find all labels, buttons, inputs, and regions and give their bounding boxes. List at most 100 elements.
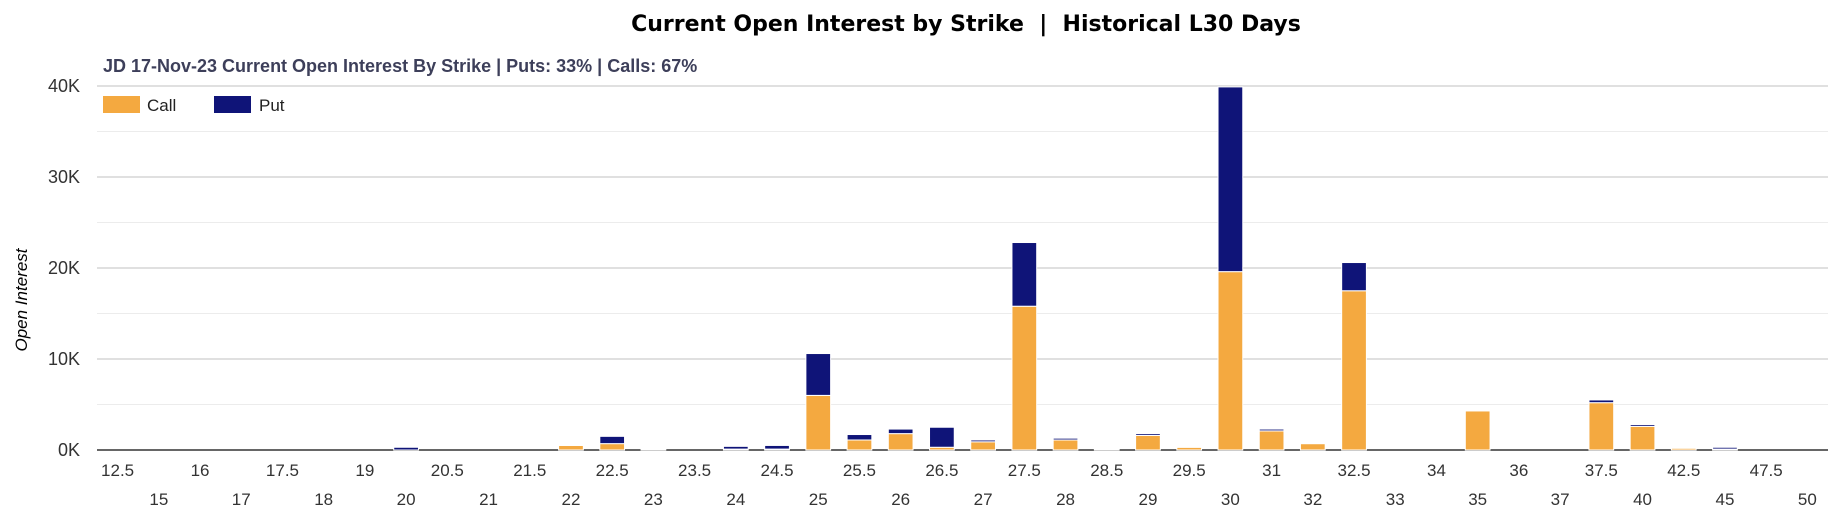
bar-call: [1217, 271, 1244, 451]
bar-put: [1258, 428, 1285, 432]
legend: Call Put: [103, 96, 285, 115]
y-tick-label: 0K: [58, 440, 80, 460]
x-tick-label: 40: [1633, 490, 1652, 509]
x-tick-label: 24: [726, 490, 745, 509]
bar-put: [640, 447, 667, 450]
legend-swatch-call: [103, 96, 140, 113]
x-tick-label: 25: [809, 490, 828, 509]
bar-call: [846, 439, 873, 451]
x-tick-label: 37.5: [1585, 461, 1618, 480]
x-tick-label: 29: [1139, 490, 1158, 509]
bar-put: [722, 445, 749, 450]
x-tick-label: 20: [397, 490, 416, 509]
bar-put: [1341, 262, 1367, 292]
x-tick-label: 16: [191, 461, 210, 480]
x-tick-label: 20.5: [431, 461, 464, 480]
x-tick-label: 17.5: [266, 461, 299, 480]
legend-label-put: Put: [259, 96, 285, 115]
x-tick-label: 17: [232, 490, 251, 509]
x-tick-label: 15: [149, 490, 168, 509]
x-tick-label: 22: [562, 490, 581, 509]
legend-label-call: Call: [147, 96, 176, 115]
x-tick-label: 21.5: [513, 461, 546, 480]
bar-put: [1588, 399, 1615, 404]
x-tick-label: 27: [974, 490, 993, 509]
x-tick-label: 22.5: [596, 461, 629, 480]
bar-put: [805, 353, 832, 396]
bar-put: [1176, 445, 1203, 448]
y-tick-label: 40K: [48, 76, 80, 96]
bar-call: [1052, 439, 1079, 451]
chart-subtitle: JD 17-Nov-23 Current Open Interest By St…: [103, 56, 697, 76]
bar-put: [1464, 409, 1491, 412]
x-tick-label: 29.5: [1173, 461, 1206, 480]
y-axis-ticks: 0K 10K 20K 30K 40K: [48, 76, 80, 460]
bar-put: [1052, 437, 1079, 441]
x-tick-label: 35: [1468, 490, 1487, 509]
bar-call: [1299, 443, 1326, 451]
x-tick-label: 27.5: [1008, 461, 1041, 480]
y-tick-label: 30K: [48, 167, 80, 187]
bar-call: [599, 443, 626, 451]
x-tick-label: 32: [1303, 490, 1322, 509]
bar-put: [970, 439, 996, 443]
bar-put: [764, 444, 790, 450]
x-tick-label: 34: [1427, 461, 1446, 480]
bar-call: [558, 444, 584, 451]
x-tick-label: 31: [1262, 461, 1281, 480]
bar-put: [1093, 447, 1120, 450]
x-tick-label: 23: [644, 490, 663, 509]
x-tick-label: 21: [479, 490, 498, 509]
bars: [393, 86, 1738, 451]
x-tick-label: 42.5: [1667, 461, 1700, 480]
chart-title: Current Open Interest by Strike | Histor…: [631, 12, 1301, 37]
grid-lines: [97, 85, 1828, 451]
x-tick-label: 23.5: [678, 461, 711, 480]
y-axis-label: Open Interest: [12, 247, 31, 351]
bar-put: [1299, 442, 1326, 445]
x-tick-label: 26: [891, 490, 910, 509]
x-tick-label: 12.5: [101, 461, 134, 480]
y-tick-label: 20K: [48, 258, 80, 278]
x-tick-label: 24.5: [760, 461, 793, 480]
x-tick-label: 25.5: [843, 461, 876, 480]
bar-put: [846, 434, 873, 441]
bar-put: [929, 426, 955, 448]
x-tick-label: 28: [1056, 490, 1075, 509]
bar-call: [1464, 410, 1491, 451]
bar-call: [1135, 434, 1161, 451]
bar-put: [1670, 446, 1697, 449]
x-tick-label: 47.5: [1750, 461, 1783, 480]
bar-call: [805, 394, 832, 451]
x-tick-label: 50: [1798, 490, 1817, 509]
bar-call: [1629, 425, 1656, 451]
x-tick-label: 18: [314, 490, 333, 509]
x-tick-label: 33: [1386, 490, 1405, 509]
bar-call: [1258, 430, 1285, 451]
bar-put: [1712, 446, 1738, 450]
bar-call: [887, 433, 914, 451]
bar-put: [1135, 433, 1161, 436]
x-tick-label: 36: [1509, 461, 1528, 480]
bar-call: [1011, 305, 1038, 451]
y-tick-label: 10K: [48, 349, 80, 369]
x-tick-label: 30: [1221, 490, 1240, 509]
bar-call: [1588, 402, 1615, 451]
bar-put: [1011, 242, 1038, 307]
x-axis-ticks: 12.5 15 16 17 17.5 18 19 20 20.5 21 21.5 22 22.5 23 23…: [101, 461, 1817, 509]
x-tick-label: 19: [355, 461, 374, 480]
legend-swatch-put: [214, 96, 251, 113]
bar-put: [1629, 424, 1656, 427]
bar-put: [558, 444, 584, 446]
x-tick-label: 28.5: [1090, 461, 1123, 480]
x-tick-label: 26.5: [925, 461, 958, 480]
bar-put: [1217, 86, 1244, 273]
x-tick-label: 32.5: [1337, 461, 1370, 480]
bar-put: [599, 435, 626, 445]
x-tick-label: 45: [1716, 490, 1735, 509]
bar-call: [1341, 290, 1367, 451]
bar-put: [393, 446, 419, 451]
bar-call: [970, 441, 996, 451]
bar-put: [887, 428, 914, 435]
